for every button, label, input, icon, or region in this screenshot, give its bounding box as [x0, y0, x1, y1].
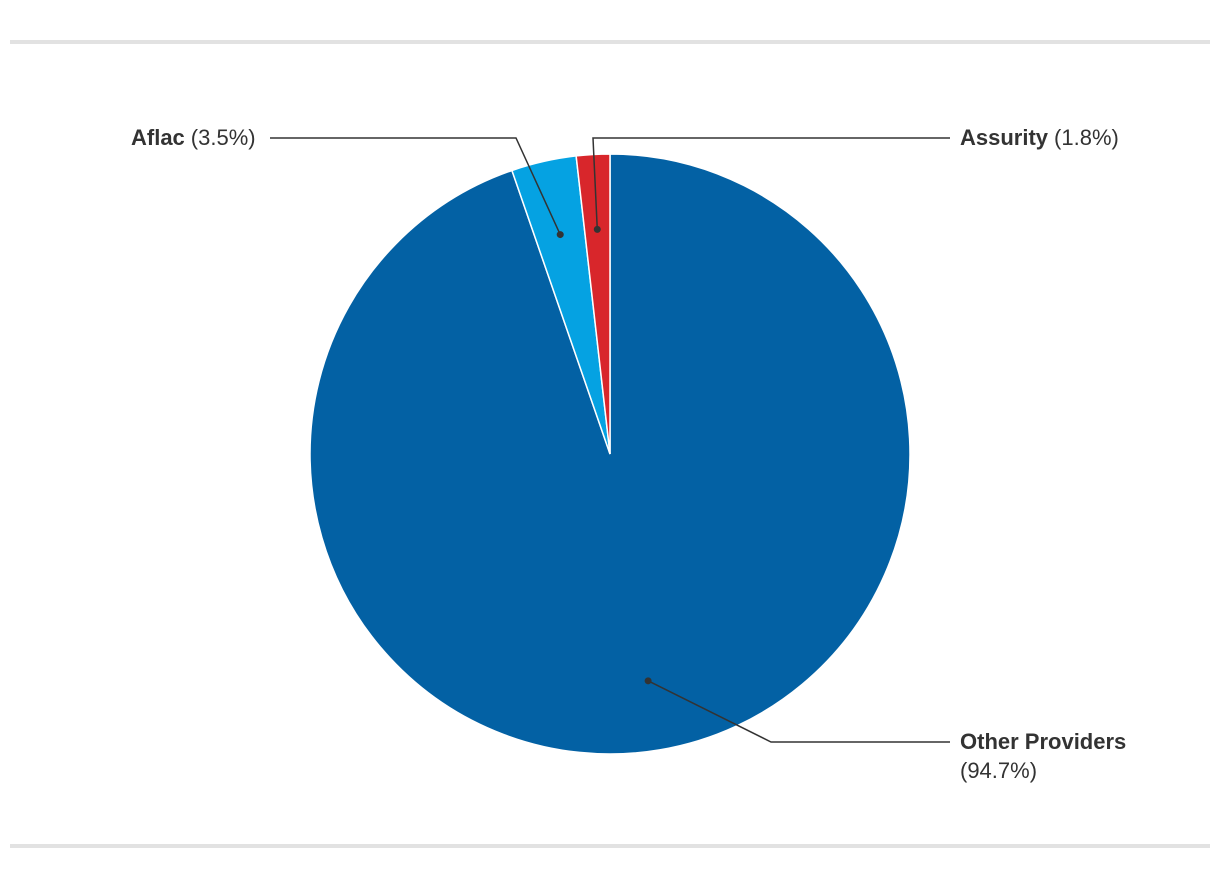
label-assurity-name: Assurity — [960, 125, 1049, 150]
label-aflac: Aflac (3.5%) — [131, 125, 256, 150]
label-aflac-name: Aflac — [131, 125, 185, 150]
aflac-leader-dot — [556, 231, 564, 239]
label-aflac-percent: (3.5%) — [191, 125, 256, 150]
top-divider — [10, 40, 1210, 44]
assurity-leader-line — [592, 137, 950, 230]
other-providers-leader-line — [647, 680, 950, 743]
label-assurity: Assurity (1.8%) — [960, 125, 1119, 150]
label-other-providers-percent: (94.7%) — [960, 758, 1037, 783]
label-assurity-percent: (1.8%) — [1054, 125, 1119, 150]
leader-lines — [270, 137, 950, 743]
pie-slice-other-providers — [309, 153, 911, 755]
assurity-leader-dot — [593, 225, 601, 233]
aflac-leader-line — [270, 137, 561, 235]
pie-slices — [309, 153, 911, 755]
label-other-providers-name: Other Providers — [960, 729, 1126, 754]
bottom-divider — [10, 844, 1210, 848]
other-providers-leader-dot — [644, 677, 652, 685]
